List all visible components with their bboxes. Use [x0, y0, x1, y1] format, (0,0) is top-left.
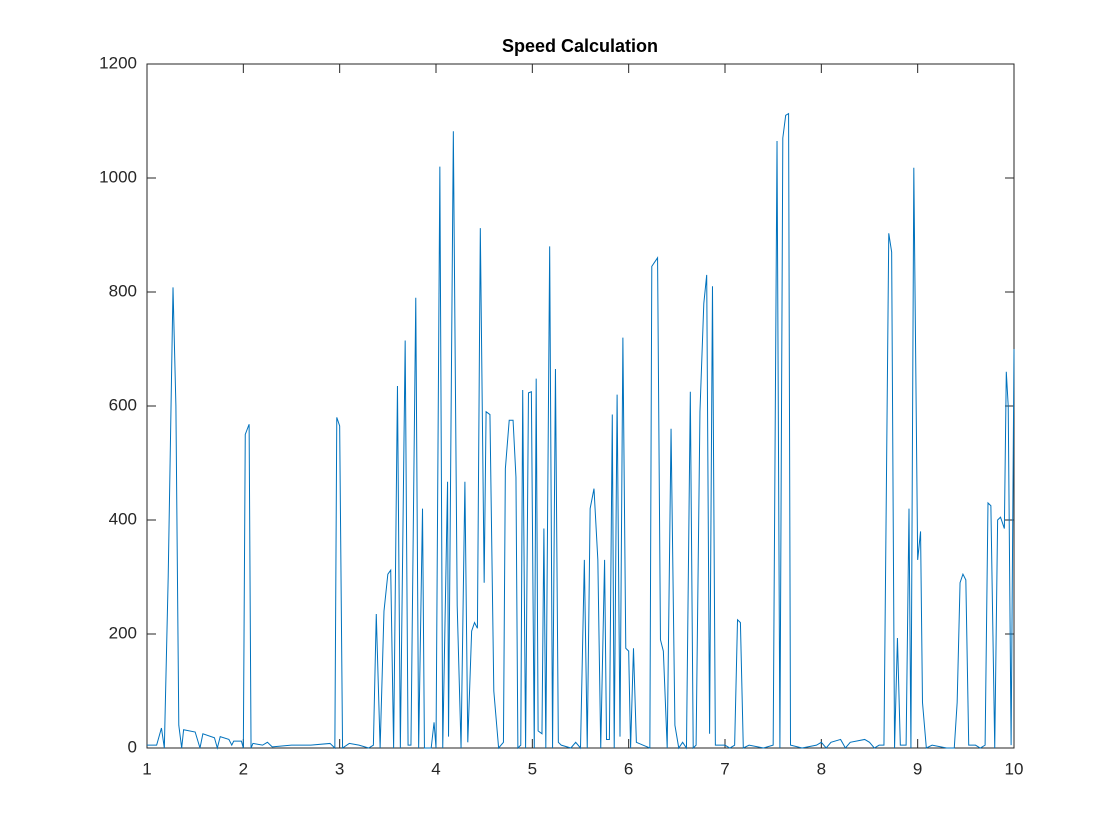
y-tick-label: 600: [109, 395, 137, 414]
plot-area: [146, 63, 1015, 749]
x-tick-label: 6: [624, 759, 633, 778]
x-tick-label: 10: [1005, 759, 1024, 778]
y-tick-label: 800: [109, 281, 137, 300]
x-tick-label: 8: [817, 759, 826, 778]
x-tick-label: 9: [913, 759, 922, 778]
x-tick-label: 3: [335, 759, 344, 778]
chart-title: Speed Calculation: [502, 36, 658, 56]
y-tick-label: 1000: [99, 167, 137, 186]
x-tick-label: 1: [142, 759, 151, 778]
x-tick-label: 2: [239, 759, 248, 778]
y-tick-label: 200: [109, 623, 137, 642]
x-tick-label: 7: [720, 759, 729, 778]
y-tick-label: 400: [109, 509, 137, 528]
x-tick-label: 5: [528, 759, 537, 778]
y-tick-label: 0: [128, 737, 137, 756]
y-tick-label: 1200: [99, 53, 137, 72]
data-line: [147, 112, 1015, 750]
x-tick-label: 4: [431, 759, 440, 778]
